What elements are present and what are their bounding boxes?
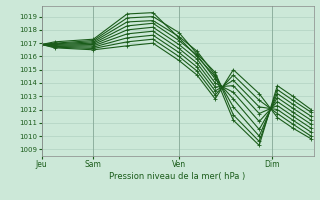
X-axis label: Pression niveau de la mer( hPa ): Pression niveau de la mer( hPa ) (109, 172, 246, 181)
